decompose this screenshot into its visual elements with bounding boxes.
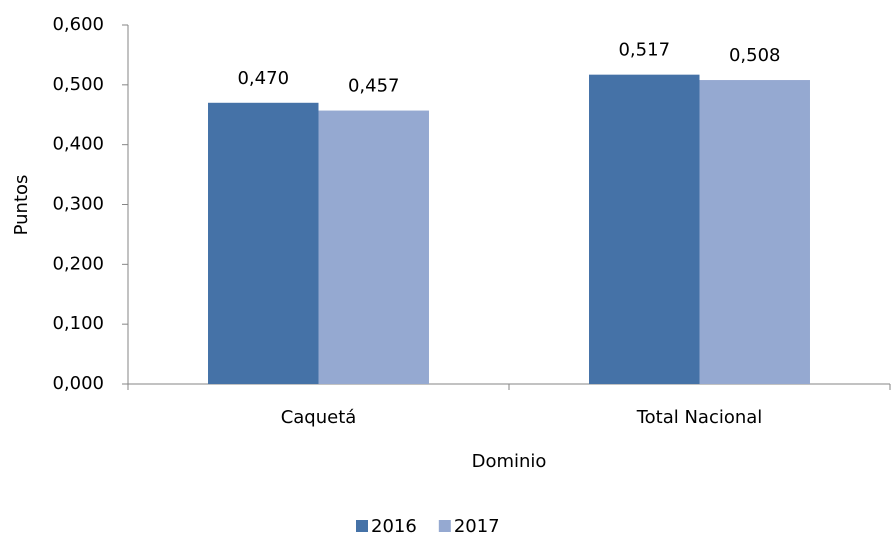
bar — [318, 110, 429, 384]
bar — [208, 102, 319, 385]
y-tick-label: 0,400 — [52, 134, 104, 155]
y-tick-label: 0,200 — [52, 253, 104, 274]
legend-label: 2016 — [371, 516, 417, 537]
value-label: 0,517 — [618, 40, 670, 61]
value-label: 0,470 — [237, 68, 289, 89]
y-tick-label: 0,000 — [52, 373, 104, 394]
y-tick-label: 0,500 — [52, 74, 104, 95]
bar — [699, 80, 810, 385]
y-axis-title: Puntos — [11, 175, 32, 236]
y-tick-label: 0,300 — [52, 194, 104, 215]
value-label: 0,457 — [348, 76, 400, 97]
bar — [589, 74, 700, 384]
y-tick-label: 0,100 — [52, 313, 104, 334]
x-axis-title: Dominio — [472, 451, 547, 472]
legend-swatch — [356, 520, 368, 532]
legend-swatch — [438, 520, 451, 532]
legend-label: 2017 — [454, 516, 500, 537]
y-tick-label: 0,600 — [52, 14, 104, 35]
x-tick-label: Caquetá — [281, 407, 357, 428]
value-label: 0,508 — [729, 45, 781, 66]
x-tick-label: Total Nacional — [636, 407, 763, 428]
